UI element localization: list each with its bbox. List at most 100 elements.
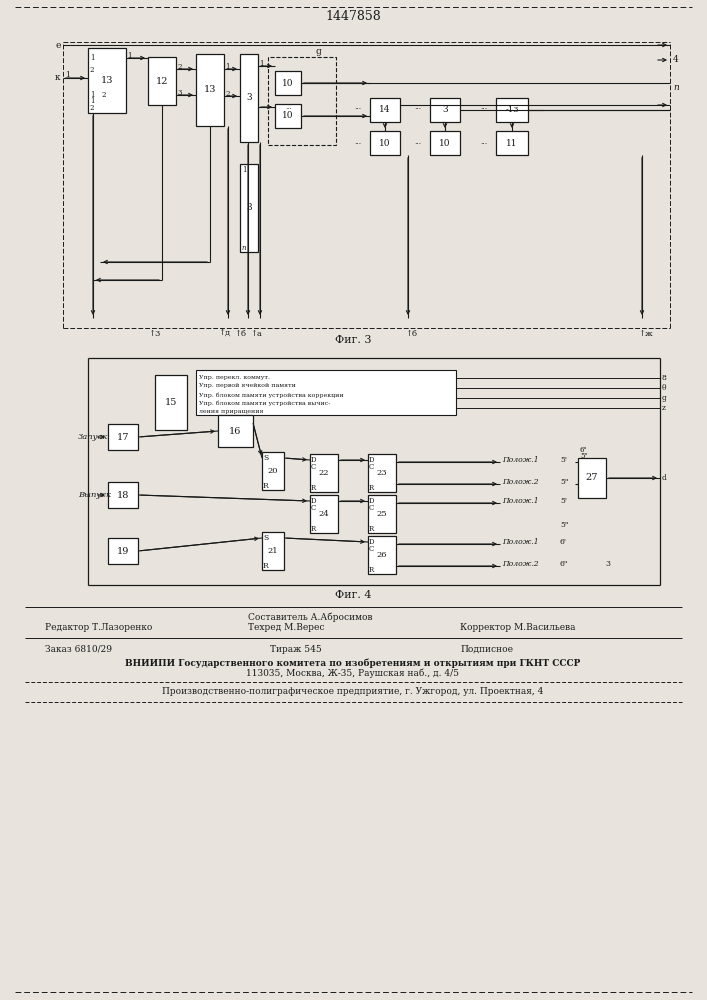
Text: ...: ... [354, 103, 361, 111]
Text: 24: 24 [319, 510, 329, 518]
Text: R: R [369, 566, 374, 574]
Text: 2: 2 [177, 63, 182, 71]
Text: ...: ... [414, 103, 421, 111]
Bar [196, 54, 224, 126]
Bar [155, 375, 187, 430]
Bar [268, 57, 336, 145]
Text: 1447858: 1447858 [325, 10, 381, 23]
Text: -13: -13 [506, 106, 519, 114]
Text: R: R [263, 482, 269, 490]
Text: 6': 6' [560, 538, 567, 546]
Text: S: S [263, 534, 268, 542]
Text: 2: 2 [102, 91, 107, 99]
Bar [370, 131, 400, 155]
Text: Полож.2: Полож.2 [502, 478, 539, 486]
Text: 21: 21 [268, 547, 279, 555]
Bar [370, 98, 400, 122]
Text: ↑д: ↑д [218, 330, 230, 338]
Text: R: R [369, 525, 374, 533]
Text: Техред М.Верес: Техред М.Верес [248, 624, 325, 633]
Text: 17: 17 [117, 432, 129, 442]
Text: Корректор М.Васильева: Корректор М.Васильева [460, 624, 575, 633]
Text: 3: 3 [246, 94, 252, 103]
Bar [368, 495, 396, 533]
Text: 5": 5" [560, 478, 568, 486]
Text: R: R [311, 484, 316, 492]
Text: 1: 1 [65, 71, 70, 79]
Text: 13: 13 [204, 86, 216, 95]
Text: Заказ 6810/29: Заказ 6810/29 [45, 645, 112, 654]
Text: 11: 11 [506, 138, 518, 147]
Text: θ: θ [662, 384, 667, 392]
Text: 1: 1 [242, 166, 247, 174]
Text: 113035, Москва, Ж-35, Раушская наб., д. 4/5: 113035, Москва, Ж-35, Раушская наб., д. … [247, 668, 460, 678]
Text: Полож.2: Полож.2 [502, 560, 539, 568]
Text: 5": 5" [580, 452, 588, 460]
Bar [275, 71, 301, 95]
Text: 27: 27 [586, 474, 598, 483]
Text: ВНИИПИ Государственного комитета по изобретениям и открытиям при ГКНТ СССР: ВНИИПИ Государственного комитета по изоб… [125, 658, 580, 668]
Text: 3: 3 [246, 204, 252, 213]
Text: ↑а: ↑а [250, 330, 262, 338]
Text: 19: 19 [117, 546, 129, 556]
Text: Выпуск: Выпуск [78, 491, 111, 499]
Text: ...: ... [354, 138, 361, 146]
Text: 5': 5' [560, 456, 567, 464]
Bar [496, 131, 528, 155]
Text: Упр. первой ячейкой памяти: Упр. первой ячейкой памяти [199, 383, 296, 388]
Text: е: е [55, 40, 60, 49]
Text: D: D [311, 456, 317, 464]
Bar [108, 482, 138, 508]
Text: Запуск: Запуск [78, 433, 108, 441]
Text: Упр. блоком памяти устройства вычис-: Упр. блоком памяти устройства вычис- [199, 400, 330, 406]
Bar [196, 370, 456, 415]
Bar [88, 48, 126, 113]
Text: 2: 2 [90, 104, 95, 112]
Text: Полож.1: Полож.1 [502, 538, 539, 546]
Text: 1: 1 [259, 60, 264, 68]
Text: 2: 2 [225, 90, 230, 98]
Bar [275, 104, 301, 128]
Text: 1: 1 [90, 54, 95, 62]
Text: 3: 3 [605, 560, 610, 568]
Text: ...: ... [481, 103, 488, 111]
Text: 4: 4 [673, 55, 679, 64]
Text: Составитель А.Абросимов: Составитель А.Абросимов [248, 612, 373, 622]
Bar [262, 532, 284, 570]
Text: g: g [662, 394, 667, 402]
Text: g: g [316, 47, 322, 56]
Bar [310, 495, 338, 533]
Text: R: R [311, 525, 316, 533]
Bar [148, 57, 176, 105]
Text: 3: 3 [177, 89, 182, 97]
Bar [368, 454, 396, 492]
Text: 20: 20 [268, 467, 279, 475]
Text: D: D [369, 538, 375, 546]
Text: d: d [662, 474, 667, 482]
Bar [430, 131, 460, 155]
Text: 8: 8 [662, 374, 667, 382]
Text: 22: 22 [319, 469, 329, 477]
Text: Фиг. 3: Фиг. 3 [334, 335, 371, 345]
Text: Полож.1: Полож.1 [502, 456, 539, 464]
Text: 1: 1 [90, 97, 95, 105]
Text: ↑ж: ↑ж [638, 330, 653, 338]
Bar [430, 98, 460, 122]
Text: 1: 1 [127, 52, 132, 60]
Text: S: S [263, 454, 268, 462]
Text: 12: 12 [156, 77, 168, 86]
Text: D: D [369, 497, 375, 505]
Text: 1: 1 [90, 91, 95, 99]
Bar [578, 458, 606, 498]
Text: к: к [55, 74, 61, 83]
Bar [368, 536, 396, 574]
Text: ↑б: ↑б [405, 330, 417, 338]
Text: 13: 13 [101, 76, 113, 85]
Text: 26: 26 [377, 551, 387, 559]
Text: Тираж 545: Тираж 545 [270, 645, 322, 654]
Bar [240, 164, 258, 252]
Text: C: C [311, 504, 316, 512]
Text: ↑3: ↑3 [148, 330, 160, 338]
Bar [310, 454, 338, 492]
Text: 14: 14 [379, 105, 391, 114]
